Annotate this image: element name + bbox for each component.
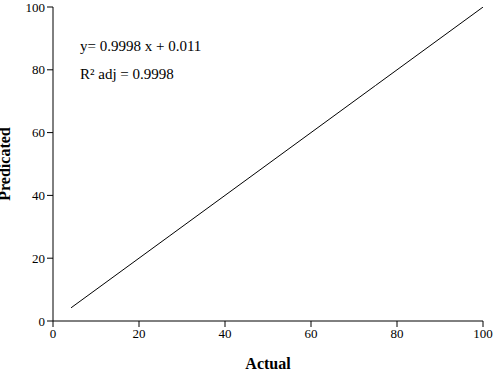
svg-text:80: 80 xyxy=(32,62,45,77)
svg-text:Predicated: Predicated xyxy=(8,127,13,201)
svg-text:100: 100 xyxy=(26,0,46,15)
svg-text:0: 0 xyxy=(39,314,46,329)
svg-text:40: 40 xyxy=(219,326,232,341)
svg-text:100: 100 xyxy=(473,326,485,341)
svg-text:80: 80 xyxy=(391,326,404,341)
svg-text:40: 40 xyxy=(32,188,45,203)
svg-text:60: 60 xyxy=(32,125,45,140)
html-text:y= 0.9998 x + 0.011: y= 0.9998 x + 0.011 xyxy=(80,38,202,54)
html-text:R² adj = 0.9998: R² adj = 0.9998 xyxy=(80,66,174,82)
svg-text:Actual: Actual xyxy=(245,355,291,372)
svg-text:0: 0 xyxy=(50,326,57,341)
svg-text:20: 20 xyxy=(133,326,146,341)
svg-text:60: 60 xyxy=(305,326,318,341)
svg-text:20: 20 xyxy=(32,251,45,266)
